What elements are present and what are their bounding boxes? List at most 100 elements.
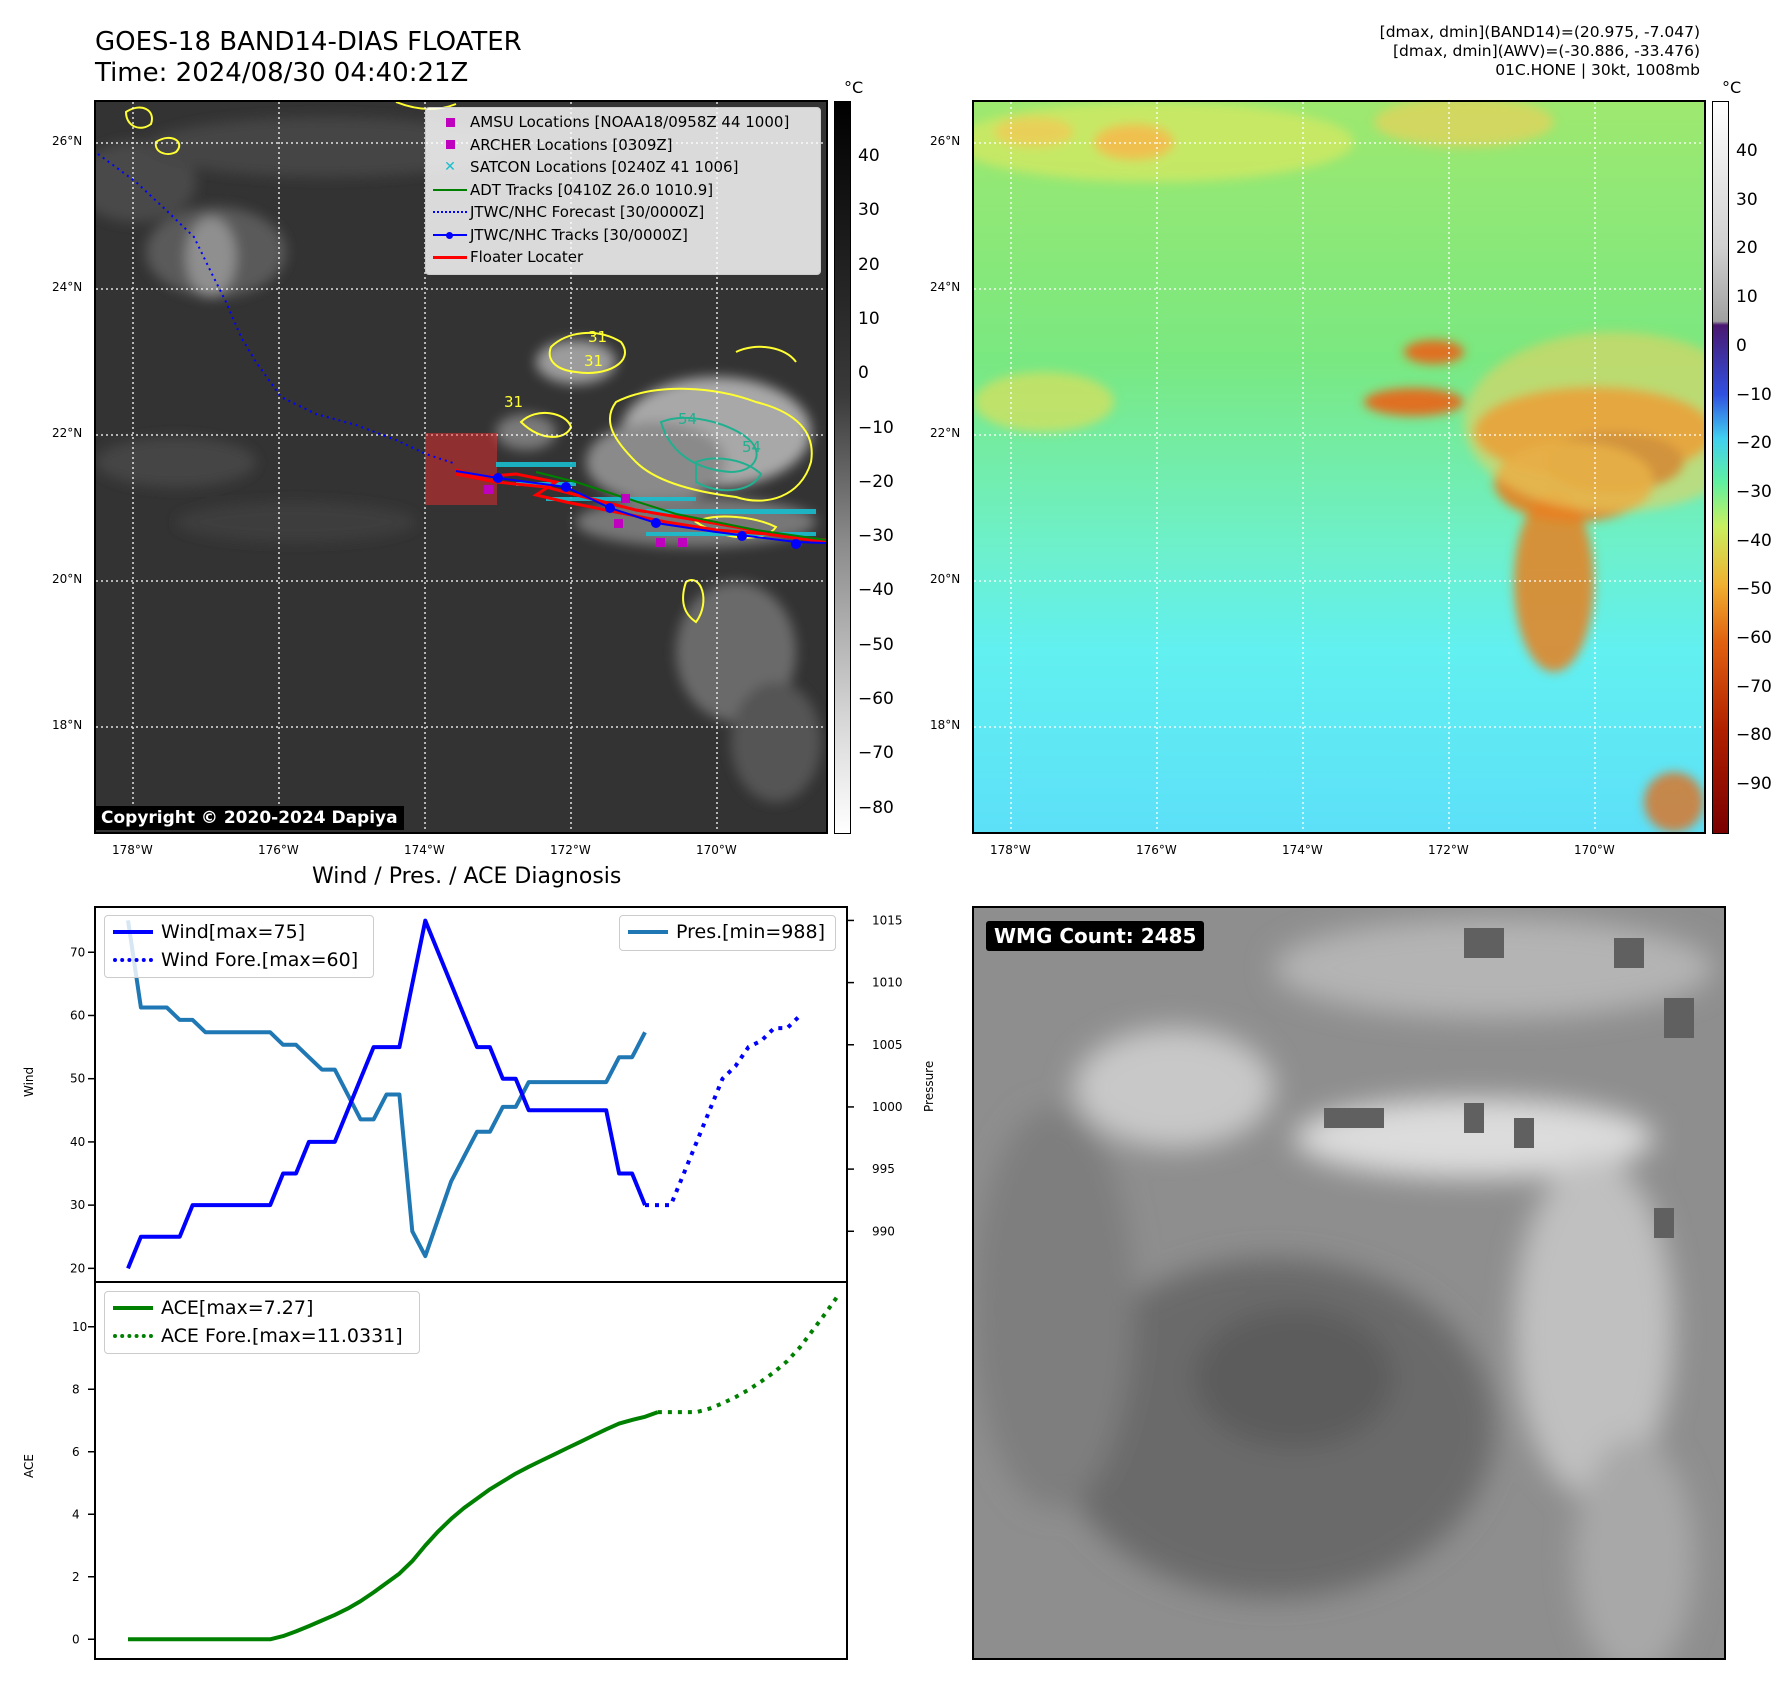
legend-row-wind-forecast: Wind Fore.[max=60] — [109, 946, 369, 974]
dotted-line-icon — [430, 201, 470, 223]
lat-label: 18°N — [930, 718, 961, 732]
colorbar-tick-label: −30 — [858, 526, 894, 547]
solid-line-icon — [624, 918, 676, 946]
pressure-series-line — [126, 920, 647, 1259]
colorbar-tick-label: −50 — [858, 634, 894, 655]
wv-colorbar — [1712, 101, 1729, 834]
figure-title: GOES-18 BAND14-DIAS FLOATER Time: 2024/0… — [95, 27, 522, 89]
dotted-line-icon — [109, 1322, 161, 1350]
colorbar-tick-label: 30 — [1736, 189, 1758, 210]
colorbar-tick-label: 0 — [1736, 335, 1747, 356]
wmg-count-badge: WMG Count: 2485 — [986, 921, 1205, 951]
wind-legend: Wind[max=75] Wind Fore.[max=60] — [104, 915, 374, 978]
lat-label: 20°N — [930, 572, 961, 586]
amsu-archer-markers — [484, 485, 687, 547]
wv-gridlines — [974, 102, 1704, 832]
solid-line-icon — [430, 179, 470, 201]
wind-tick-label: 30 — [70, 1198, 85, 1212]
colorbar-tick-label: 20 — [1736, 238, 1758, 259]
wind-forecast-series-line — [645, 1014, 802, 1208]
pressure-axis-label: Pressure — [922, 1061, 936, 1112]
pressure-tick-label: 1015 — [872, 913, 903, 927]
title-line-1: GOES-18 BAND14-DIAS FLOATER — [95, 27, 522, 57]
lon-label: 178°W — [112, 843, 153, 857]
ace-legend: ACE[max=7.27] ACE Fore.[max=11.0331] — [104, 1291, 420, 1354]
diagnosis-frame — [94, 906, 848, 1660]
ace-forecast-series-line — [657, 1293, 841, 1415]
lon-label: 172°W — [550, 843, 591, 857]
legend-row-floater: Floater Locater — [430, 246, 816, 269]
copyright-badge: Copyright © 2020-2024 Dapiya — [95, 806, 404, 830]
colorbar-tick-label: −70 — [858, 743, 894, 764]
wind-tick-label: 60 — [70, 1008, 85, 1022]
lon-label: 174°W — [1282, 843, 1323, 857]
ace-tick-label: 10 — [72, 1320, 87, 1334]
floater-track — [455, 468, 826, 544]
legend-row-satcon: ✕ SATCON Locations [0240Z 41 1006] — [430, 156, 816, 179]
legend-archer-label: ARCHER Locations [0309Z] — [470, 135, 673, 154]
legend-row-wind: Wind[max=75] — [109, 918, 369, 946]
wind-tick-label: 40 — [70, 1135, 85, 1149]
legend-row-ace-forecast: ACE Fore.[max=11.0331] — [109, 1322, 415, 1350]
colorbar-tick-label: −60 — [1736, 628, 1772, 648]
colorbar-tick-label: −70 — [1736, 676, 1772, 697]
colorbar-tick-label: −20 — [858, 471, 894, 492]
wind-axis-label: Wind — [22, 1067, 36, 1097]
legend-row-ace: ACE[max=7.27] — [109, 1294, 415, 1322]
lat-label: 18°N — [52, 718, 83, 732]
colorbar-tick-label: 0 — [858, 363, 869, 384]
colorbar-tick-label: 30 — [858, 200, 880, 221]
wind-tick-label: 70 — [70, 945, 85, 959]
lat-label: 26°N — [930, 134, 961, 148]
ace-axis: 0 2 4 6 8 10 — [72, 1320, 94, 1646]
wind-tick-label: 50 — [70, 1072, 85, 1086]
wind-tick-label: 20 — [70, 1261, 85, 1275]
colorbar-tick-label: 40 — [1736, 141, 1758, 161]
pressure-legend: Pres.[min=988] — [619, 915, 836, 951]
legend-row-jtwc-tracks: JTWC/NHC Tracks [30/0000Z] — [430, 224, 816, 247]
jtwc-forecast-line — [97, 153, 457, 465]
legend-adt-label: ADT Tracks [0410Z 26.0 1010.9] — [470, 180, 714, 199]
lat-label: 20°N — [52, 572, 83, 586]
colorbar-tick-label: −60 — [858, 689, 894, 709]
square-marker-icon — [430, 111, 470, 133]
square-marker-icon — [430, 134, 470, 156]
pressure-tick-label: 1010 — [872, 976, 903, 990]
map-legend: AMSU Locations [NOAA18/0958Z 44 1000] AR… — [425, 107, 821, 275]
contour-label: 31 — [504, 393, 523, 411]
lat-label: 24°N — [52, 280, 83, 294]
legend-floater-label: Floater Locater — [470, 248, 584, 267]
legend-pressure-label: Pres.[min=988] — [676, 921, 825, 943]
jtwc-track-line — [455, 470, 826, 544]
wv-features — [974, 102, 1704, 832]
wmg-image — [974, 908, 1724, 1658]
colorbar-tick-label: −80 — [858, 797, 894, 818]
title-line-2: Time: 2024/08/30 04:40:21Z — [95, 58, 469, 88]
contour-label: 54 — [678, 410, 697, 428]
lon-label: 176°W — [258, 843, 299, 857]
wind-ylabel: Wind — [22, 1066, 36, 1097]
colorbar-tick-label: −10 — [1736, 384, 1772, 405]
lat-label: 22°N — [52, 426, 83, 440]
legend-row-amsu: AMSU Locations [NOAA18/0958Z 44 1000] — [430, 111, 816, 134]
solid-line-icon — [430, 246, 470, 268]
legend-ace-forecast-label: ACE Fore.[max=11.0331] — [161, 1325, 403, 1347]
solid-line-icon — [109, 918, 161, 946]
lon-label: 178°W — [990, 843, 1031, 857]
wind-series-line — [126, 918, 647, 1270]
colorbar-tick-label: 40 — [858, 146, 880, 166]
dotted-line-icon — [109, 946, 161, 974]
wmg-panel — [972, 906, 1726, 1660]
lon-label: 174°W — [404, 843, 445, 857]
lon-label: 170°W — [1574, 843, 1615, 857]
lat-label: 24°N — [930, 280, 961, 294]
colorbar-tick-label: 10 — [1736, 287, 1758, 308]
ir-contour-labels: 31 31 31 54 54 — [504, 328, 761, 456]
legend-row-jtwc-forecast: JTWC/NHC Forecast [30/0000Z] — [430, 201, 816, 224]
lon-label: 170°W — [696, 843, 737, 857]
contour-label: 54 — [742, 438, 761, 456]
wv-colorbar-unit: °C — [1722, 78, 1742, 97]
ace-axis-label: ACE — [22, 1454, 36, 1478]
legend-amsu-label: AMSU Locations [NOAA18/0958Z 44 1000] — [470, 113, 790, 132]
